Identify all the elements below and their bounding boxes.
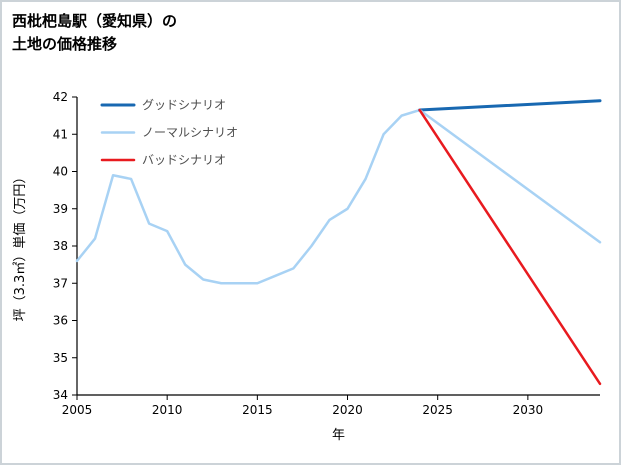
series-historical bbox=[75, 108, 421, 285]
legend-label-1: ノーマルシナリオ bbox=[142, 126, 238, 140]
chart-title: 西枇杷島駅（愛知県）の 土地の価格推移 bbox=[12, 10, 177, 55]
chart-title-line1: 西枇杷島駅（愛知県）の bbox=[12, 12, 178, 30]
series-bad-scenario bbox=[418, 108, 602, 386]
legend-label-0: グッドシナリオ bbox=[142, 98, 226, 112]
x-tick-label: 2030 bbox=[513, 403, 544, 417]
x-tick-label: 2005 bbox=[62, 403, 93, 417]
x-tick-label: 2010 bbox=[152, 403, 183, 417]
y-tick-label: 37 bbox=[53, 276, 68, 290]
series-normal-scenario bbox=[418, 108, 602, 244]
y-axis-label: 坪（3.3㎡）単価（万円） bbox=[12, 171, 28, 322]
x-axis-label: 年 bbox=[332, 428, 345, 443]
x-tick-label: 2020 bbox=[332, 403, 363, 417]
y-tick-label: 34 bbox=[53, 388, 68, 402]
series-good-scenario bbox=[418, 99, 602, 112]
x-tick-label: 2025 bbox=[422, 403, 453, 417]
x-tick-label: 2015 bbox=[242, 403, 273, 417]
y-tick-label: 42 bbox=[53, 90, 68, 104]
y-tick-label: 41 bbox=[53, 127, 68, 141]
legend-label-2: バッドシナリオ bbox=[142, 153, 226, 167]
y-tick-label: 35 bbox=[53, 351, 68, 365]
y-tick-label: 38 bbox=[53, 239, 68, 253]
y-tick-label: 39 bbox=[53, 202, 68, 216]
chart-title-line2: 土地の価格推移 bbox=[12, 34, 118, 53]
y-tick-label: 40 bbox=[53, 165, 68, 179]
y-tick-label: 36 bbox=[53, 314, 68, 328]
